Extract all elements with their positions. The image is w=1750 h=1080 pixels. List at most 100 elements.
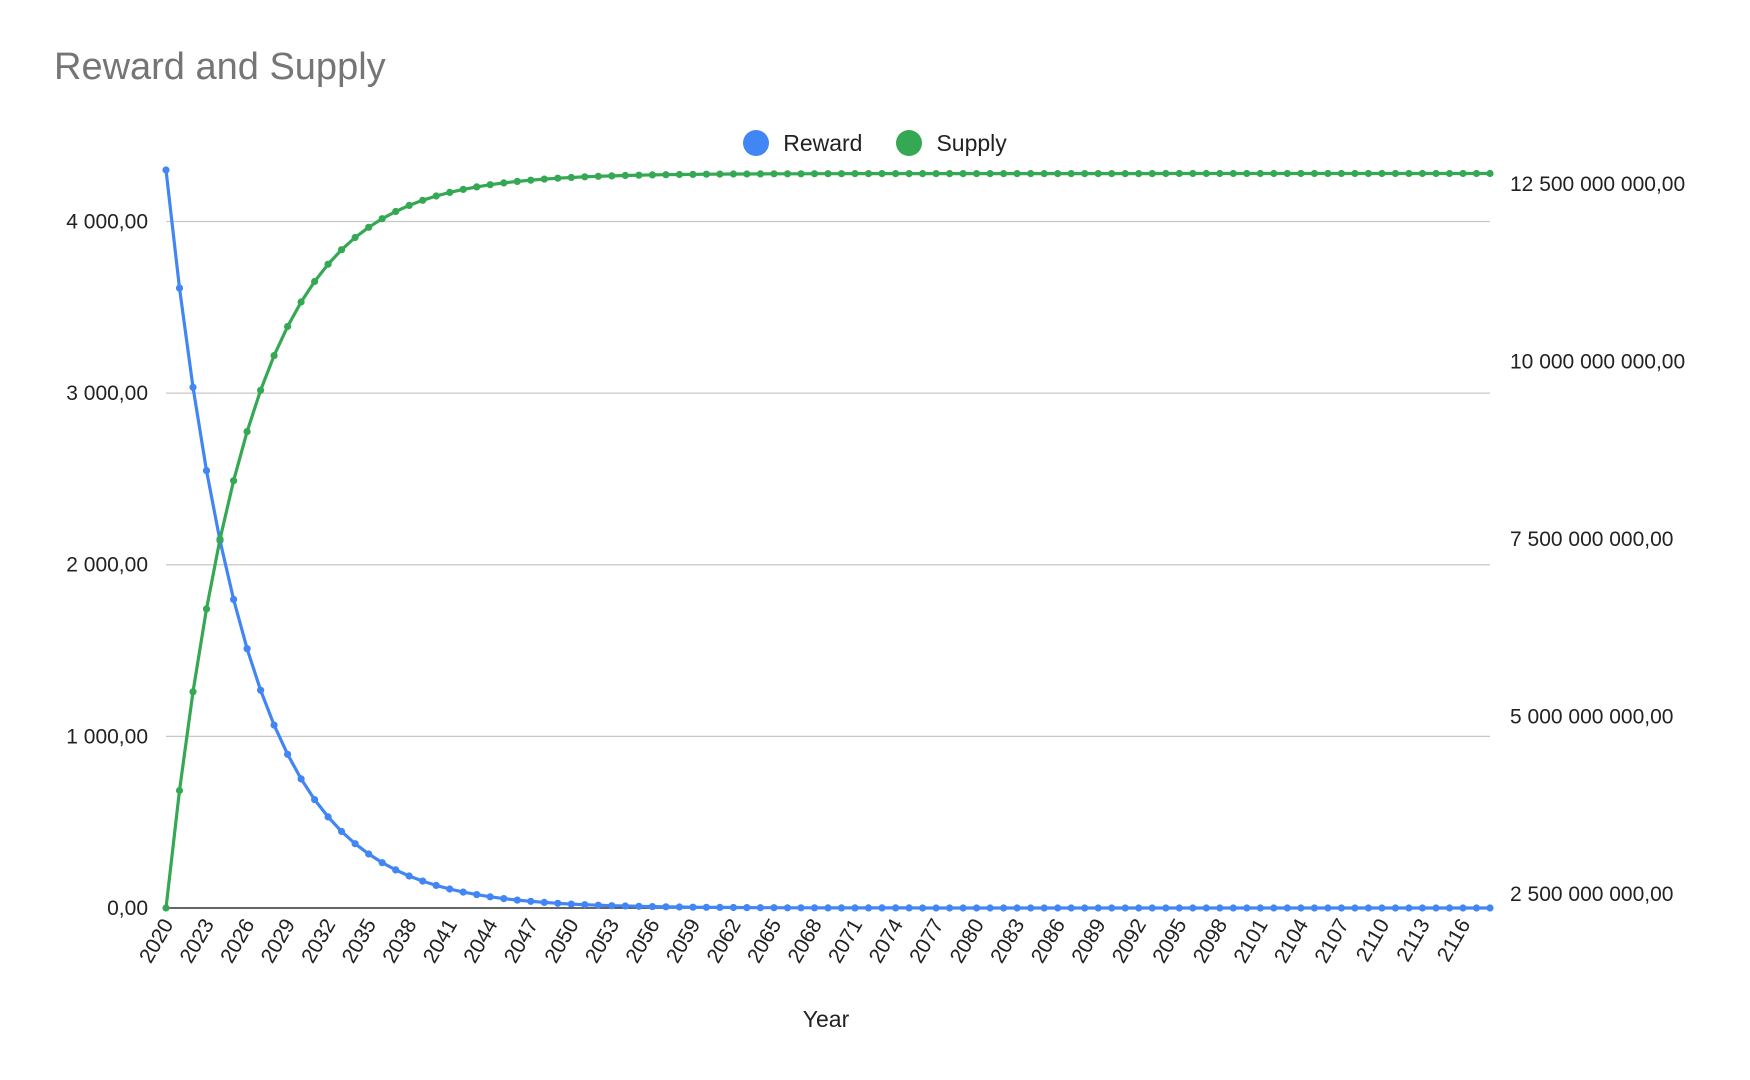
data-point-reward[interactable] (824, 904, 832, 912)
data-point-supply[interactable] (500, 179, 508, 187)
data-point-supply[interactable] (513, 177, 521, 185)
data-point-supply[interactable] (554, 174, 562, 182)
data-point-supply[interactable] (1337, 169, 1345, 178)
data-point-supply[interactable] (783, 170, 792, 178)
data-point-supply[interactable] (1108, 170, 1116, 178)
data-point-reward[interactable] (1270, 904, 1278, 912)
data-point-reward[interactable] (756, 904, 765, 912)
data-point-supply[interactable] (1148, 170, 1156, 178)
data-point-supply[interactable] (797, 170, 805, 178)
data-point-reward[interactable] (338, 827, 346, 836)
data-point-supply[interactable] (824, 170, 832, 178)
data-point-supply[interactable] (702, 170, 711, 178)
data-point-reward[interactable] (230, 595, 238, 604)
data-point-supply[interactable] (1094, 170, 1102, 178)
data-point-reward[interactable] (1175, 904, 1183, 912)
data-point-reward[interactable] (662, 903, 670, 911)
data-point-reward[interactable] (1216, 904, 1224, 912)
data-point-reward[interactable] (1094, 904, 1102, 912)
data-point-reward[interactable] (257, 686, 265, 694)
data-point-supply[interactable] (1432, 169, 1440, 178)
data-point-reward[interactable] (1229, 904, 1237, 912)
data-point-supply[interactable] (459, 185, 467, 193)
data-point-reward[interactable] (1040, 904, 1048, 912)
data-point-supply[interactable] (756, 170, 765, 178)
data-point-supply[interactable] (1027, 170, 1035, 178)
data-point-supply[interactable] (662, 171, 670, 179)
data-point-supply[interactable] (864, 170, 873, 178)
data-point-supply[interactable] (932, 170, 940, 178)
data-point-supply[interactable] (1459, 169, 1467, 178)
data-point-supply[interactable] (1270, 169, 1278, 178)
data-point-reward[interactable] (1135, 904, 1143, 912)
data-point-reward[interactable] (175, 284, 184, 292)
data-point-supply[interactable] (729, 170, 738, 178)
data-point-supply[interactable] (837, 170, 846, 178)
data-point-supply[interactable] (1283, 169, 1291, 178)
data-point-reward[interactable] (297, 775, 305, 783)
data-point-reward[interactable] (162, 166, 170, 174)
data-point-supply[interactable] (594, 172, 602, 180)
data-point-reward[interactable] (959, 904, 967, 912)
data-point-supply[interactable] (378, 215, 386, 223)
data-point-supply[interactable] (419, 196, 427, 204)
data-point-supply[interactable] (365, 223, 373, 231)
data-point-supply[interactable] (621, 171, 629, 180)
data-point-reward[interactable] (621, 902, 629, 910)
data-point-supply[interactable] (540, 175, 548, 183)
data-point-supply[interactable] (284, 322, 292, 331)
data-point-reward[interactable] (324, 813, 332, 821)
data-point-reward[interactable] (729, 903, 738, 912)
data-point-reward[interactable] (608, 902, 616, 910)
data-point-supply[interactable] (1202, 169, 1210, 178)
data-point-reward[interactable] (932, 904, 940, 912)
data-point-reward[interactable] (1189, 904, 1197, 912)
data-point-reward[interactable] (594, 901, 602, 909)
data-point-reward[interactable] (1054, 904, 1062, 912)
data-point-supply[interactable] (878, 170, 886, 178)
data-point-supply[interactable] (1445, 169, 1454, 178)
data-point-supply[interactable] (392, 207, 400, 216)
data-point-reward[interactable] (284, 750, 292, 758)
data-point-reward[interactable] (1445, 904, 1454, 912)
data-point-reward[interactable] (270, 721, 278, 729)
data-point-reward[interactable] (581, 901, 589, 909)
data-point-reward[interactable] (1459, 904, 1467, 912)
data-point-supply[interactable] (743, 170, 751, 178)
data-point-supply[interactable] (1054, 170, 1062, 178)
data-point-supply[interactable] (1378, 169, 1386, 178)
data-point-supply[interactable] (473, 183, 481, 191)
data-point-reward[interactable] (810, 904, 819, 912)
data-point-supply[interactable] (919, 170, 927, 178)
data-point-reward[interactable] (405, 872, 413, 880)
data-point-reward[interactable] (513, 896, 521, 904)
data-point-supply[interactable] (527, 176, 535, 184)
data-point-reward[interactable] (1364, 904, 1372, 912)
data-point-reward[interactable] (851, 904, 859, 912)
data-point-reward[interactable] (1202, 904, 1210, 912)
data-point-supply[interactable] (810, 170, 819, 178)
data-point-supply[interactable] (405, 201, 413, 209)
data-point-reward[interactable] (675, 903, 684, 911)
data-point-reward[interactable] (1310, 904, 1318, 912)
data-point-supply[interactable] (432, 192, 440, 200)
data-point-reward[interactable] (1121, 904, 1129, 912)
data-point-supply[interactable] (1121, 170, 1129, 178)
legend-item-reward[interactable]: Reward (743, 130, 862, 157)
data-point-supply[interactable] (567, 173, 575, 182)
data-point-reward[interactable] (986, 904, 994, 912)
data-point-reward[interactable] (770, 904, 778, 912)
data-point-reward[interactable] (689, 903, 697, 911)
data-point-reward[interactable] (702, 903, 711, 911)
data-point-supply[interactable] (1405, 169, 1413, 178)
data-point-reward[interactable] (1000, 904, 1008, 912)
data-point-supply[interactable] (311, 277, 319, 286)
data-point-reward[interactable] (567, 900, 575, 908)
data-point-reward[interactable] (540, 898, 548, 907)
data-point-reward[interactable] (419, 877, 427, 885)
data-point-reward[interactable] (486, 893, 494, 901)
data-point-reward[interactable] (392, 866, 400, 874)
data-point-supply[interactable] (270, 352, 278, 360)
data-point-supply[interactable] (175, 786, 184, 795)
data-point-supply[interactable] (202, 605, 211, 613)
